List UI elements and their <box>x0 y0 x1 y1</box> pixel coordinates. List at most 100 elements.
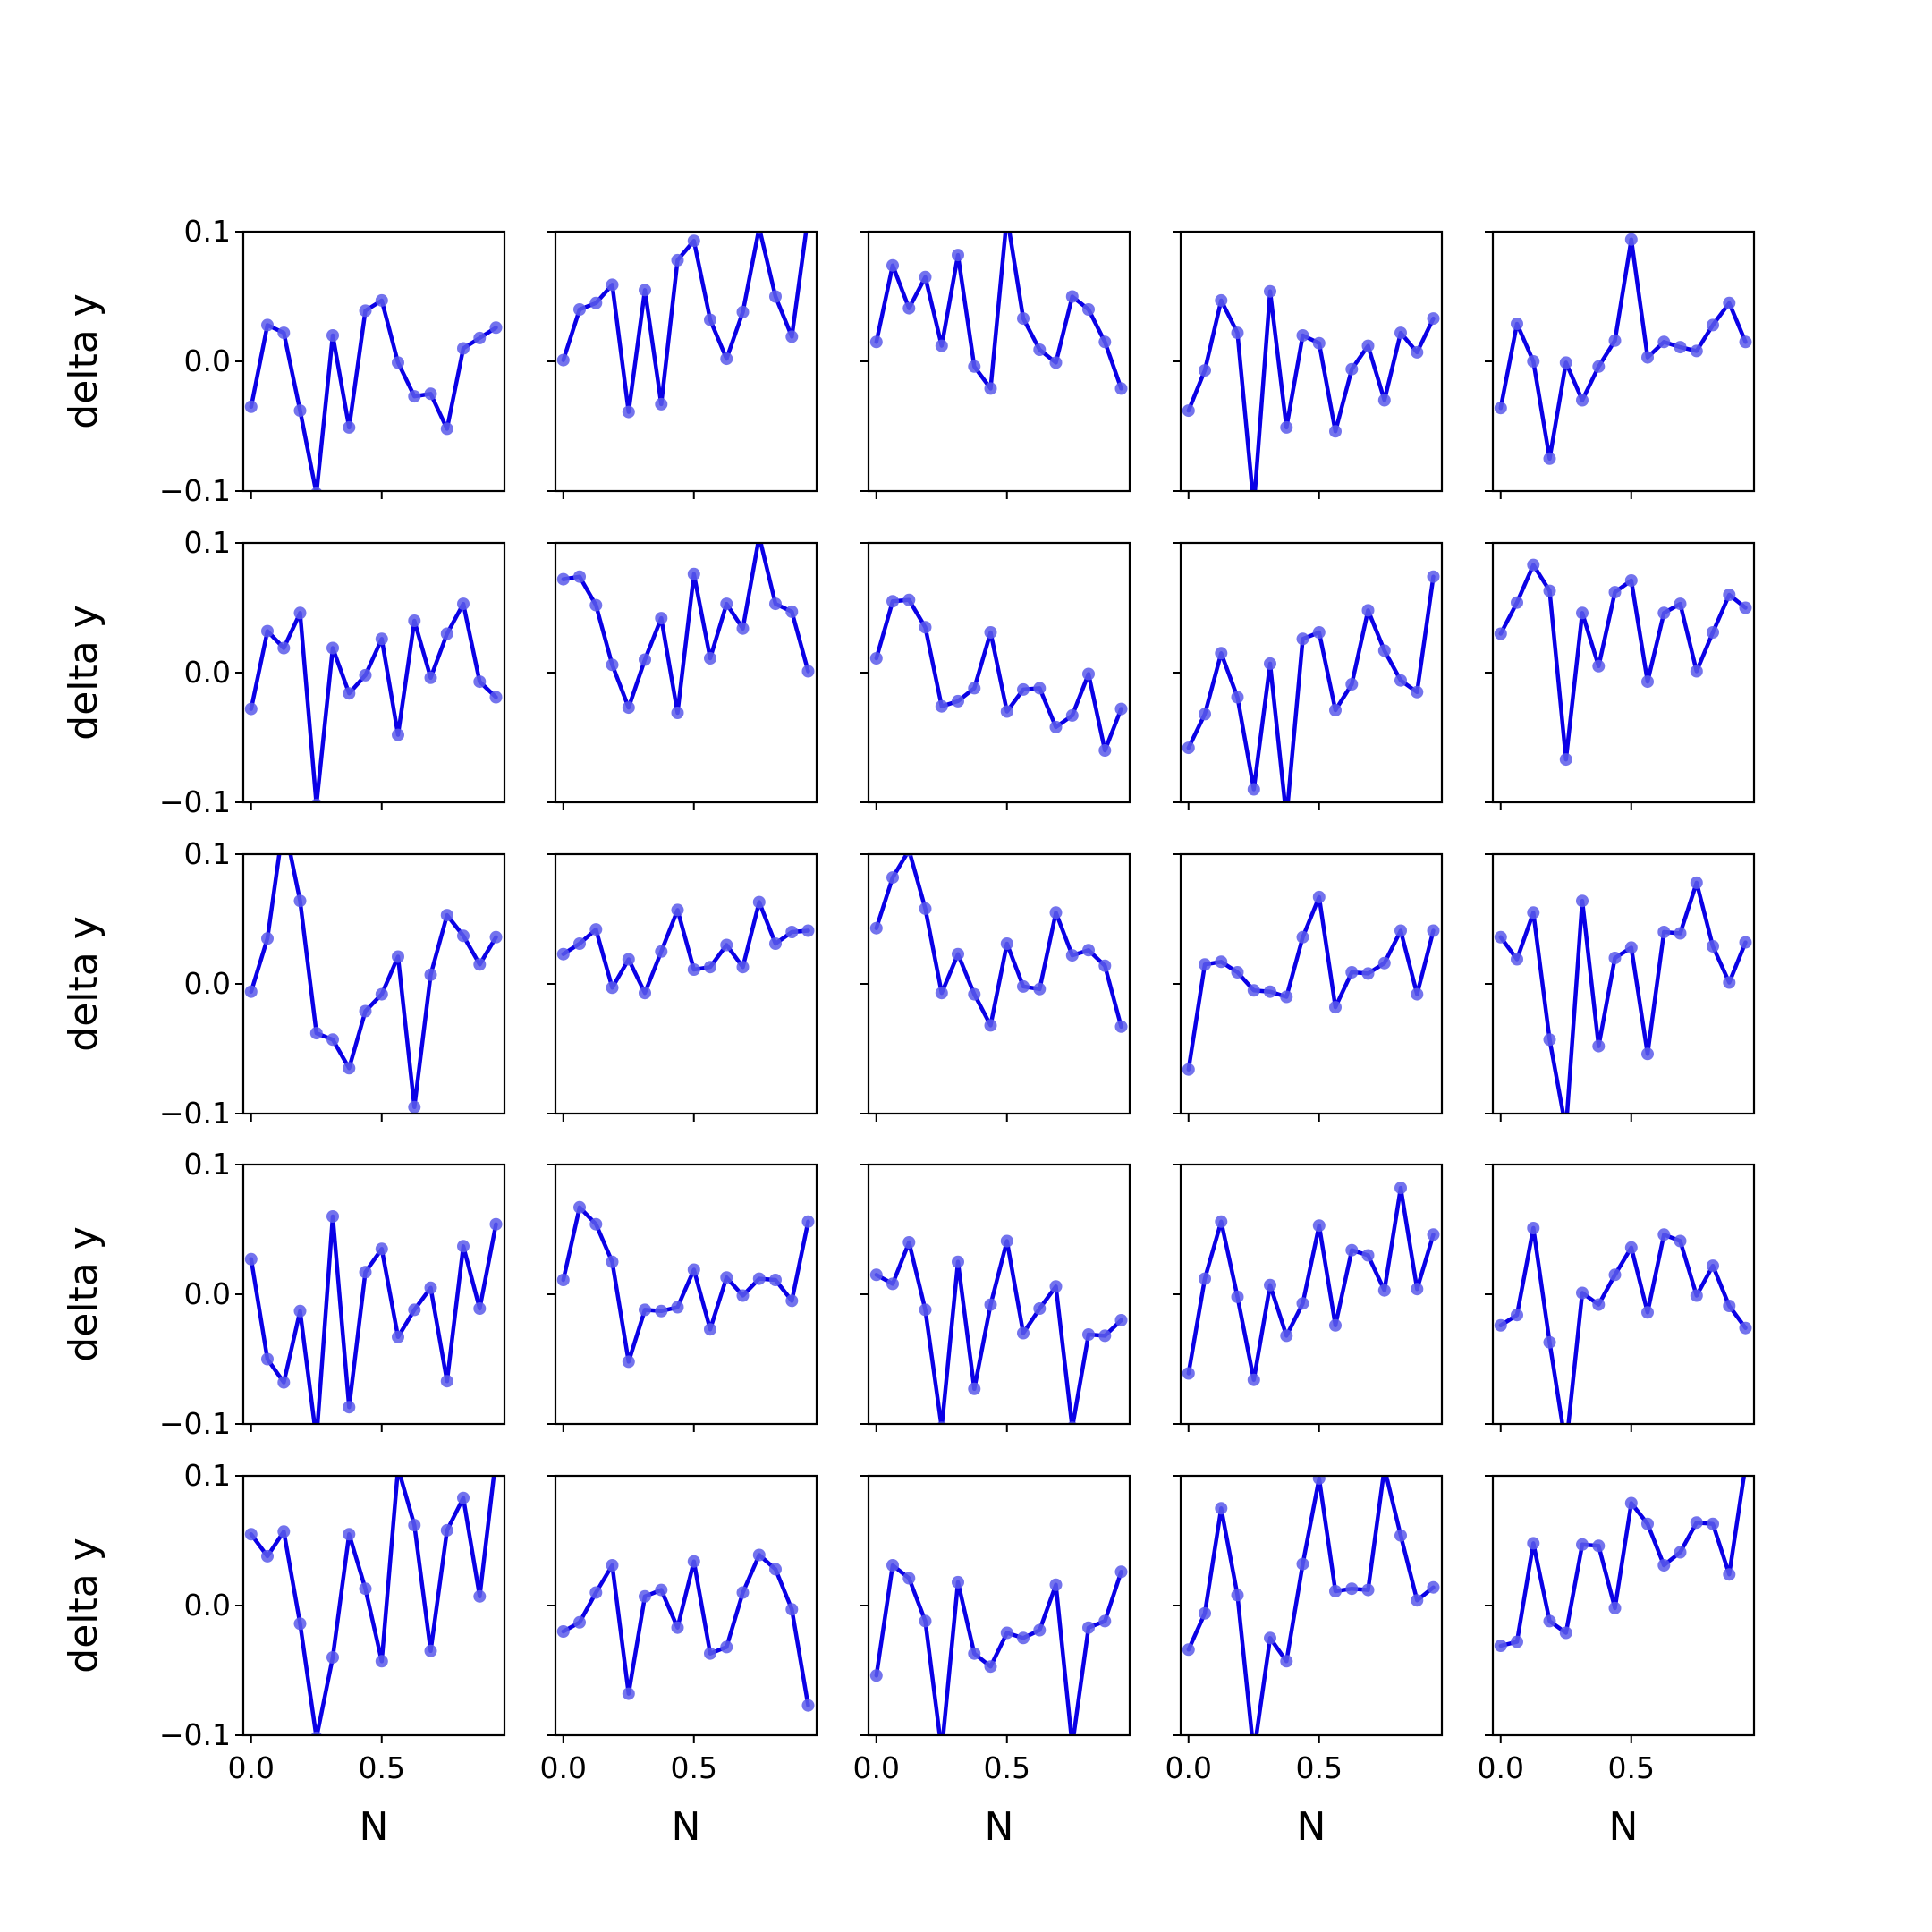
axes-frame <box>1491 541 1756 804</box>
data-point <box>752 895 766 909</box>
data-point <box>1592 1298 1606 1311</box>
data-point <box>704 1323 716 1336</box>
data-point <box>1657 1228 1671 1241</box>
x-axis-label: N <box>672 1804 701 1850</box>
data-point <box>556 572 570 586</box>
data-point <box>440 1375 453 1388</box>
data-point <box>1082 667 1095 681</box>
data-point <box>687 567 700 580</box>
data-point <box>1098 1329 1112 1343</box>
series-group <box>1182 1476 1440 1735</box>
data-point <box>1494 627 1507 640</box>
data-point <box>1560 1441 1572 1453</box>
data-point <box>1065 708 1079 722</box>
data-point <box>408 390 421 403</box>
data-point <box>457 597 470 611</box>
data-point <box>359 304 372 318</box>
data-point <box>573 570 586 583</box>
data-point <box>785 330 799 343</box>
data-point <box>1215 293 1228 307</box>
data-point <box>687 1555 700 1568</box>
data-point <box>1066 1740 1079 1752</box>
data-point <box>326 1651 339 1664</box>
data-point <box>736 961 750 974</box>
axes-frame <box>1179 541 1444 804</box>
data-point <box>1296 329 1309 342</box>
data-point <box>1280 811 1292 824</box>
data-point <box>1707 626 1719 639</box>
data-point <box>1065 290 1079 303</box>
data-point <box>1657 606 1671 620</box>
data-point <box>1199 708 1211 721</box>
data-point <box>277 816 290 828</box>
subplot-r2-c5 <box>1485 541 1756 810</box>
data-point <box>1114 1565 1128 1579</box>
data-point <box>473 331 487 344</box>
series-group <box>869 232 1128 395</box>
data-point <box>801 924 815 937</box>
y-axis-label: delta y <box>61 293 106 428</box>
data-point <box>655 1304 668 1318</box>
data-point <box>343 420 356 434</box>
data-point <box>1494 1318 1507 1332</box>
data-point <box>622 701 635 715</box>
data-point <box>293 606 307 620</box>
data-point <box>886 258 899 272</box>
data-point <box>1707 318 1719 332</box>
data-point <box>1345 362 1359 376</box>
data-point <box>473 1589 487 1603</box>
data-point <box>1082 944 1095 957</box>
axes-frame <box>1179 230 1444 493</box>
data-point <box>244 1528 258 1541</box>
x-axis-label: N <box>360 1804 389 1850</box>
data-point <box>869 652 883 665</box>
data-point <box>1098 744 1112 757</box>
data-point <box>1182 741 1195 755</box>
data-point <box>310 487 323 491</box>
data-point <box>261 1352 274 1366</box>
data-point <box>473 958 487 971</box>
data-point <box>1411 685 1424 699</box>
data-point <box>1098 335 1112 349</box>
data-point <box>1690 1289 1703 1302</box>
axes-frame <box>554 1474 818 1737</box>
series-line <box>874 854 1123 1030</box>
data-point <box>277 1376 291 1389</box>
data-point <box>1624 233 1638 246</box>
data-point <box>606 1255 619 1268</box>
data-point <box>1264 1278 1276 1292</box>
series-group <box>869 854 1128 1033</box>
series-line <box>1498 237 1748 462</box>
data-point <box>1000 1626 1013 1640</box>
x-tick-label: 0.5 <box>984 1750 1030 1785</box>
data-point <box>1657 335 1671 349</box>
data-point <box>489 930 503 944</box>
data-point <box>1723 1300 1736 1312</box>
x-tick-label: 0.0 <box>228 1750 275 1785</box>
axes-frame <box>1179 852 1444 1115</box>
y-tick-label: 0.0 <box>184 1588 231 1623</box>
data-point <box>440 627 453 640</box>
data-point <box>902 301 916 315</box>
series-group <box>1182 890 1440 1076</box>
data-point <box>1377 644 1391 657</box>
data-point <box>736 1586 750 1599</box>
data-point <box>1361 339 1375 352</box>
data-point <box>1411 1283 1424 1296</box>
series-line <box>1498 1476 1747 1648</box>
series-line <box>561 543 810 716</box>
data-point <box>457 1491 470 1504</box>
data-point <box>457 1240 470 1253</box>
data-point <box>968 1382 981 1395</box>
data-point <box>886 1559 899 1572</box>
series-line <box>1186 289 1436 491</box>
subplot-r1-c1: −0.1 0.0 0.1 delta y <box>61 214 506 508</box>
data-point <box>1624 1241 1638 1254</box>
data-point <box>1114 1020 1128 1033</box>
axes-frame <box>242 852 506 1115</box>
data-point <box>622 1355 635 1368</box>
data-point <box>1576 1538 1589 1551</box>
data-point <box>310 1731 323 1735</box>
